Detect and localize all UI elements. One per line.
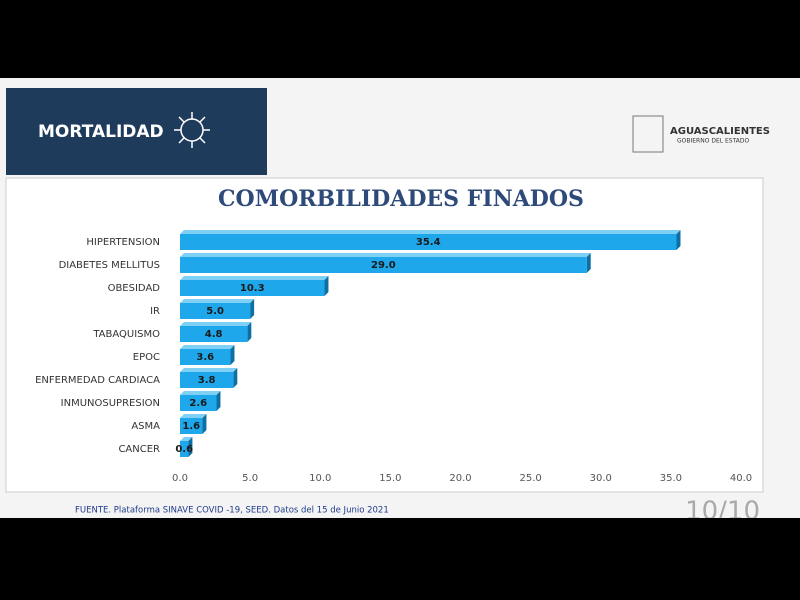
bar-side <box>188 437 193 457</box>
bar <box>180 326 248 342</box>
bar-value-label: 1.6 <box>182 421 200 432</box>
bar <box>180 418 203 434</box>
bar <box>180 303 251 319</box>
bar-top <box>180 253 591 257</box>
category-label: OBESIDAD <box>108 283 161 294</box>
bar-value-label: 0.6 <box>175 444 193 455</box>
bar-side <box>230 345 235 365</box>
bar-side <box>676 230 681 250</box>
virus-icon <box>174 112 210 148</box>
bar <box>180 257 587 273</box>
source-note: FUENTE. Plataforma SINAVE COVID -19, SEE… <box>75 506 389 516</box>
x-tick-label: 35.0 <box>660 473 682 484</box>
bar-value-label: 3.8 <box>198 375 216 386</box>
bar <box>180 395 217 411</box>
bar <box>180 441 189 457</box>
bar-side <box>586 253 591 273</box>
bar-top <box>180 391 221 395</box>
category-label: IR <box>150 306 160 317</box>
x-tick-label: 40.0 <box>730 473 752 484</box>
bar <box>180 372 234 388</box>
x-tick-label: 20.0 <box>449 473 471 484</box>
bar-value-label: 10.3 <box>240 283 265 294</box>
bar-side <box>250 299 255 319</box>
bottom-bar <box>0 518 800 600</box>
bar-value-label: 5.0 <box>206 306 224 317</box>
bar-side <box>216 391 221 411</box>
bar-top <box>180 345 235 349</box>
bar-value-label: 29.0 <box>371 260 396 271</box>
bar-top <box>180 437 193 441</box>
x-tick-label: 25.0 <box>519 473 541 484</box>
bar <box>180 234 677 250</box>
category-label: EPOC <box>133 352 160 363</box>
x-tick-label: 30.0 <box>590 473 612 484</box>
bar-value-label: 2.6 <box>189 398 207 409</box>
bar-top <box>180 368 238 372</box>
bar-top <box>180 230 681 234</box>
x-tick-label: 5.0 <box>242 473 258 484</box>
chart-title: COMORBILIDADES FINADOS <box>218 186 584 212</box>
category-label: CANCER <box>118 444 160 455</box>
category-label: HIPERTENSION <box>86 237 160 248</box>
coat-of-arms <box>632 115 664 153</box>
bar-top <box>180 322 252 326</box>
section-title: MORTALIDAD <box>38 122 164 142</box>
category-label: ENFERMEDAD CARDIACA <box>35 375 160 386</box>
bar-top <box>180 276 329 280</box>
bar-side <box>202 414 207 434</box>
x-tick-label: 15.0 <box>379 473 401 484</box>
category-label: INMUNOSUPRESION <box>61 398 160 409</box>
bar-side <box>324 276 329 296</box>
bar-value-label: 35.4 <box>416 237 441 248</box>
x-tick-label: 10.0 <box>309 473 331 484</box>
bar <box>180 280 325 296</box>
bar <box>180 349 231 365</box>
header-box <box>6 88 267 175</box>
bar-side <box>247 322 252 342</box>
category-label: DIABETES MELLITUS <box>59 260 160 271</box>
bar-top <box>180 299 255 303</box>
x-tick-label: 0.0 <box>172 473 188 484</box>
bar-side <box>233 368 238 388</box>
government-name: GOBIERNO DEL ESTADO <box>677 138 750 145</box>
bar-top <box>180 414 207 418</box>
state-name: AGUASCALIENTES <box>670 126 770 137</box>
bar-value-label: 4.8 <box>205 329 223 340</box>
bar-value-label: 3.6 <box>196 352 214 363</box>
category-label: TABAQUISMO <box>92 329 160 340</box>
category-label: ASMA <box>131 421 160 432</box>
